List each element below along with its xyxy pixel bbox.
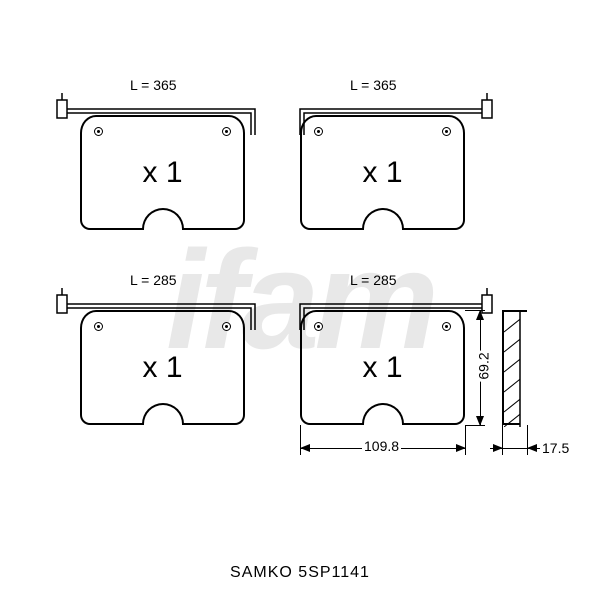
pad-notch: [362, 403, 404, 425]
wire-label-1: L = 365: [130, 77, 177, 93]
pad-top-right-group: L = 365 x 1: [300, 115, 465, 230]
pad-notch: [362, 208, 404, 230]
brand-label: SAMKO: [230, 564, 293, 581]
rivet-icon: [222, 127, 231, 136]
diagram-canvas: ifam L = 365 x 1 L = 365 x 1: [0, 0, 600, 600]
brake-pad-outline: x 1: [300, 115, 465, 230]
brake-pad-outline: x 1: [80, 310, 245, 425]
rivet-icon: [94, 322, 103, 331]
wire-label-4: L = 285: [350, 272, 397, 288]
pad-top-left-group: L = 365 x 1: [80, 115, 245, 230]
wire-label-3: L = 285: [130, 272, 177, 288]
width-value: 109.8: [362, 438, 401, 454]
wire-label-2: L = 365: [350, 77, 397, 93]
rivet-icon: [314, 127, 323, 136]
pad-notch: [142, 403, 184, 425]
rivet-icon: [442, 322, 451, 331]
quantity-label: x 1: [362, 351, 402, 385]
pad-bottom-left-group: L = 285 x 1: [80, 310, 245, 425]
rivet-icon: [222, 322, 231, 331]
brake-pad-outline: x 1: [300, 310, 465, 425]
rivet-icon: [94, 127, 103, 136]
product-caption: SAMKO 5SP1141: [0, 564, 600, 582]
rivet-icon: [314, 322, 323, 331]
quantity-label: x 1: [142, 351, 182, 385]
thickness-value: 17.5: [540, 440, 571, 456]
part-number: 5SP1141: [298, 564, 370, 581]
pad-notch: [142, 208, 184, 230]
quantity-label: x 1: [142, 156, 182, 190]
pad-side-profile: [502, 310, 527, 425]
pad-bottom-right-group: L = 285 x 1: [300, 310, 465, 425]
rivet-icon: [442, 127, 451, 136]
brake-pad-outline: x 1: [80, 115, 245, 230]
height-value: 69.2: [476, 350, 492, 381]
quantity-label: x 1: [362, 156, 402, 190]
